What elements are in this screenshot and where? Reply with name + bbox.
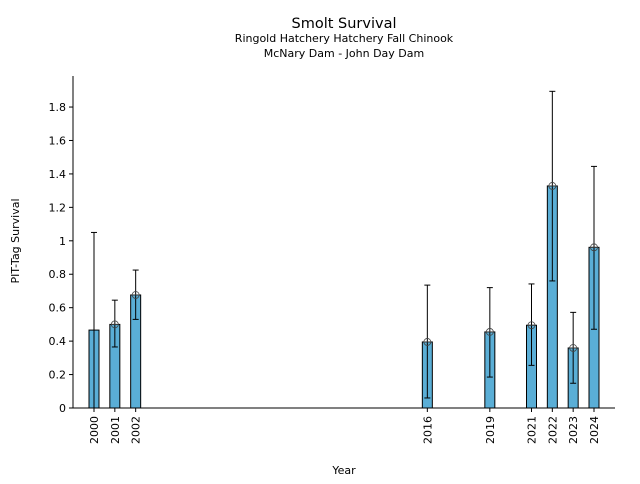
- point-marker-2021: [527, 321, 536, 330]
- y-tick-label: 1.2: [49, 201, 67, 214]
- point-marker-2022: [548, 182, 557, 190]
- point-marker-2019: [485, 328, 494, 336]
- chart-subtitle-1: Ringold Hatchery Hatchery Fall Chinook: [235, 32, 454, 45]
- y-tick-label: 1: [59, 235, 66, 248]
- y-tick-label: 0: [59, 402, 66, 415]
- x-tick-label-2021: 2021: [526, 416, 539, 444]
- point-marker-2023: [569, 344, 578, 352]
- chart-title: Smolt Survival: [292, 16, 397, 32]
- x-tick-label-2016: 2016: [421, 416, 434, 444]
- x-tick-label-2001: 2001: [109, 416, 122, 444]
- y-axis-label: PIT-Tag Survival: [9, 198, 22, 283]
- chart-subtitle-2: McNary Dam - John Day Dam: [264, 47, 424, 60]
- y-tick-label: 0.2: [49, 369, 67, 382]
- point-marker-2016: [423, 338, 432, 346]
- y-tick-label: 0.8: [49, 268, 67, 281]
- x-tick-label-2019: 2019: [484, 416, 497, 444]
- x-tick-label-2002: 2002: [130, 416, 143, 444]
- y-tick-label: 0.6: [49, 302, 67, 315]
- y-tick-label: 0.4: [49, 335, 67, 348]
- y-tick-label: 1.8: [49, 101, 67, 114]
- x-tick-label-2023: 2023: [567, 416, 580, 444]
- x-tick-label-2022: 2022: [546, 416, 559, 444]
- x-tick-label-2024: 2024: [588, 416, 601, 444]
- y-tick-label: 1.4: [49, 168, 67, 181]
- point-marker-2002: [131, 291, 140, 299]
- point-marker-2001: [110, 320, 119, 329]
- x-tick-label-2000: 2000: [88, 416, 101, 444]
- y-tick-label: 1.6: [49, 134, 67, 147]
- x-axis-label: Year: [331, 464, 356, 477]
- point-marker-2024: [590, 243, 598, 252]
